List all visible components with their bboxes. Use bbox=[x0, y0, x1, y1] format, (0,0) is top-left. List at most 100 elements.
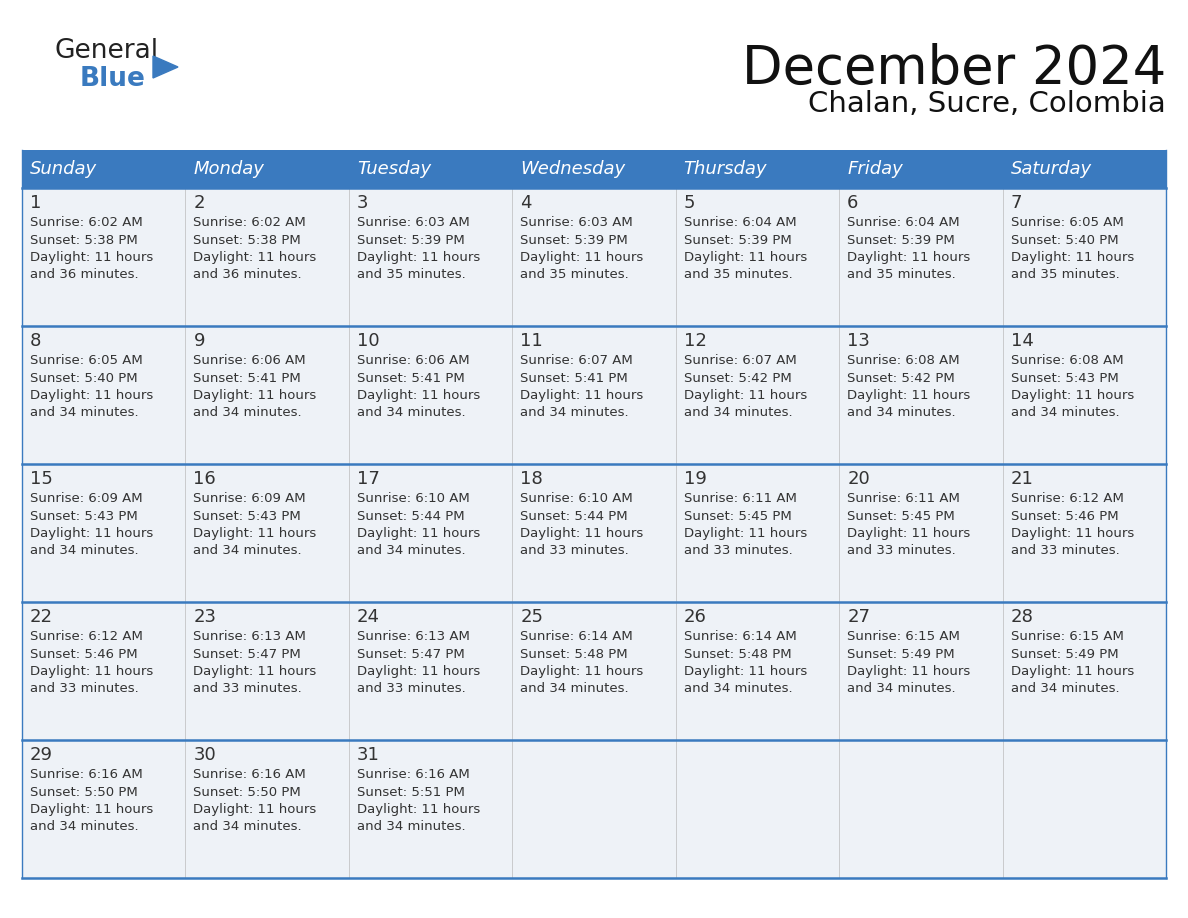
Text: Daylight: 11 hours: Daylight: 11 hours bbox=[356, 527, 480, 540]
Text: Daylight: 11 hours: Daylight: 11 hours bbox=[847, 251, 971, 264]
Text: Daylight: 11 hours: Daylight: 11 hours bbox=[520, 389, 644, 402]
Text: Sunrise: 6:14 AM: Sunrise: 6:14 AM bbox=[520, 630, 633, 643]
Text: and 34 minutes.: and 34 minutes. bbox=[194, 544, 302, 557]
Bar bbox=[839, 464, 1003, 602]
Bar bbox=[349, 464, 512, 602]
Text: 29: 29 bbox=[30, 746, 53, 764]
Bar bbox=[676, 464, 839, 602]
Bar bbox=[23, 188, 185, 326]
Text: Sunset: 5:48 PM: Sunset: 5:48 PM bbox=[520, 647, 628, 660]
Text: Sunrise: 6:09 AM: Sunrise: 6:09 AM bbox=[30, 492, 143, 505]
Text: Daylight: 11 hours: Daylight: 11 hours bbox=[520, 527, 644, 540]
Bar bbox=[185, 602, 349, 740]
Text: and 36 minutes.: and 36 minutes. bbox=[30, 268, 139, 282]
Text: Sunrise: 6:02 AM: Sunrise: 6:02 AM bbox=[194, 216, 307, 229]
Bar bbox=[185, 188, 349, 326]
Text: Wednesday: Wednesday bbox=[520, 160, 625, 178]
Text: Sunrise: 6:04 AM: Sunrise: 6:04 AM bbox=[847, 216, 960, 229]
Text: Daylight: 11 hours: Daylight: 11 hours bbox=[30, 803, 153, 816]
Text: and 34 minutes.: and 34 minutes. bbox=[520, 407, 628, 420]
Text: Sunrise: 6:12 AM: Sunrise: 6:12 AM bbox=[30, 630, 143, 643]
Text: 4: 4 bbox=[520, 194, 532, 212]
Text: and 34 minutes.: and 34 minutes. bbox=[356, 821, 466, 834]
Text: Sunrise: 6:03 AM: Sunrise: 6:03 AM bbox=[520, 216, 633, 229]
Text: Sunrise: 6:09 AM: Sunrise: 6:09 AM bbox=[194, 492, 307, 505]
Text: Daylight: 11 hours: Daylight: 11 hours bbox=[684, 665, 807, 678]
Text: Sunrise: 6:14 AM: Sunrise: 6:14 AM bbox=[684, 630, 796, 643]
Bar bbox=[23, 602, 185, 740]
Text: Thursday: Thursday bbox=[684, 160, 767, 178]
Text: and 35 minutes.: and 35 minutes. bbox=[847, 268, 956, 282]
Text: Sunrise: 6:08 AM: Sunrise: 6:08 AM bbox=[1011, 354, 1123, 367]
Bar bbox=[1003, 188, 1165, 326]
Text: 16: 16 bbox=[194, 470, 216, 488]
Text: Sunset: 5:46 PM: Sunset: 5:46 PM bbox=[1011, 509, 1118, 522]
Text: 9: 9 bbox=[194, 332, 204, 350]
Text: and 33 minutes.: and 33 minutes. bbox=[847, 544, 956, 557]
Text: and 36 minutes.: and 36 minutes. bbox=[194, 268, 302, 282]
Text: 11: 11 bbox=[520, 332, 543, 350]
Text: 2: 2 bbox=[194, 194, 204, 212]
Text: Sunrise: 6:16 AM: Sunrise: 6:16 AM bbox=[30, 768, 143, 781]
Bar bbox=[185, 326, 349, 464]
Text: and 33 minutes.: and 33 minutes. bbox=[520, 544, 628, 557]
Text: Sunrise: 6:13 AM: Sunrise: 6:13 AM bbox=[194, 630, 307, 643]
Text: and 34 minutes.: and 34 minutes. bbox=[356, 544, 466, 557]
Text: Daylight: 11 hours: Daylight: 11 hours bbox=[520, 251, 644, 264]
Text: Sunset: 5:50 PM: Sunset: 5:50 PM bbox=[30, 786, 138, 799]
Text: Daylight: 11 hours: Daylight: 11 hours bbox=[30, 389, 153, 402]
Bar bbox=[23, 740, 185, 878]
Text: Saturday: Saturday bbox=[1011, 160, 1092, 178]
Bar bbox=[349, 326, 512, 464]
Bar bbox=[839, 740, 1003, 878]
Text: Sunrise: 6:02 AM: Sunrise: 6:02 AM bbox=[30, 216, 143, 229]
Text: Sunset: 5:40 PM: Sunset: 5:40 PM bbox=[30, 372, 138, 385]
Text: 3: 3 bbox=[356, 194, 368, 212]
Text: Sunset: 5:47 PM: Sunset: 5:47 PM bbox=[356, 647, 465, 660]
Text: 1: 1 bbox=[30, 194, 42, 212]
Text: Sunrise: 6:11 AM: Sunrise: 6:11 AM bbox=[684, 492, 797, 505]
Text: 13: 13 bbox=[847, 332, 870, 350]
Text: Sunrise: 6:12 AM: Sunrise: 6:12 AM bbox=[1011, 492, 1124, 505]
Text: General: General bbox=[55, 38, 159, 64]
Text: Daylight: 11 hours: Daylight: 11 hours bbox=[30, 251, 153, 264]
Bar bbox=[839, 326, 1003, 464]
Text: Sunset: 5:44 PM: Sunset: 5:44 PM bbox=[356, 509, 465, 522]
Text: 6: 6 bbox=[847, 194, 859, 212]
Text: Blue: Blue bbox=[80, 66, 146, 92]
Text: Sunday: Sunday bbox=[30, 160, 97, 178]
Text: and 34 minutes.: and 34 minutes. bbox=[1011, 407, 1119, 420]
Text: Sunrise: 6:04 AM: Sunrise: 6:04 AM bbox=[684, 216, 796, 229]
Text: 19: 19 bbox=[684, 470, 707, 488]
Text: Daylight: 11 hours: Daylight: 11 hours bbox=[30, 527, 153, 540]
Text: Daylight: 11 hours: Daylight: 11 hours bbox=[194, 665, 317, 678]
Text: 30: 30 bbox=[194, 746, 216, 764]
Text: Daylight: 11 hours: Daylight: 11 hours bbox=[356, 803, 480, 816]
Text: 22: 22 bbox=[30, 608, 53, 626]
Text: and 34 minutes.: and 34 minutes. bbox=[194, 407, 302, 420]
Text: and 34 minutes.: and 34 minutes. bbox=[30, 544, 139, 557]
Text: 27: 27 bbox=[847, 608, 870, 626]
Text: Daylight: 11 hours: Daylight: 11 hours bbox=[356, 665, 480, 678]
Text: 21: 21 bbox=[1011, 470, 1034, 488]
Text: Daylight: 11 hours: Daylight: 11 hours bbox=[684, 527, 807, 540]
Text: 25: 25 bbox=[520, 608, 543, 626]
Bar bbox=[676, 602, 839, 740]
Text: Sunset: 5:38 PM: Sunset: 5:38 PM bbox=[30, 233, 138, 247]
Text: Sunrise: 6:16 AM: Sunrise: 6:16 AM bbox=[356, 768, 469, 781]
Text: 15: 15 bbox=[30, 470, 53, 488]
Text: Sunrise: 6:07 AM: Sunrise: 6:07 AM bbox=[684, 354, 796, 367]
Text: and 35 minutes.: and 35 minutes. bbox=[684, 268, 792, 282]
Text: Sunset: 5:39 PM: Sunset: 5:39 PM bbox=[847, 233, 955, 247]
Text: Sunset: 5:51 PM: Sunset: 5:51 PM bbox=[356, 786, 465, 799]
Bar bbox=[23, 150, 1165, 188]
Text: Sunrise: 6:10 AM: Sunrise: 6:10 AM bbox=[356, 492, 469, 505]
Text: Daylight: 11 hours: Daylight: 11 hours bbox=[356, 389, 480, 402]
Text: Daylight: 11 hours: Daylight: 11 hours bbox=[1011, 389, 1133, 402]
Text: December 2024: December 2024 bbox=[741, 43, 1165, 95]
Text: 5: 5 bbox=[684, 194, 695, 212]
Text: Sunset: 5:39 PM: Sunset: 5:39 PM bbox=[356, 233, 465, 247]
Bar bbox=[676, 740, 839, 878]
Text: Daylight: 11 hours: Daylight: 11 hours bbox=[1011, 527, 1133, 540]
Bar bbox=[185, 464, 349, 602]
